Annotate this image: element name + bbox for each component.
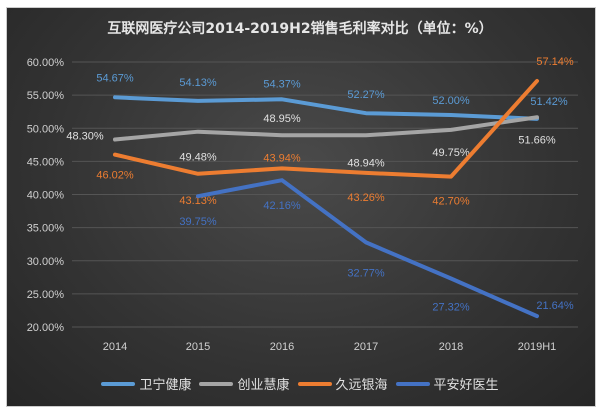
legend-swatch [101,381,136,386]
legend-swatch [297,381,332,386]
y-tick-label: 25.00% [27,289,65,301]
x-tick-label: 2019H1 [518,341,557,353]
y-tick-label: 40.00% [27,190,65,202]
legend-item: 创业慧康 [199,374,290,393]
data-label: 49.48% [179,152,217,164]
data-label: 42.70% [432,196,470,208]
y-tick-label: 45.00% [27,156,65,168]
data-label: 49.75% [432,147,470,159]
series-line-4 [196,178,539,319]
chart-title: 互联网医疗公司2014-2019H2销售毛利率对比（单位：%） [107,21,493,37]
x-tick-label: 2018 [439,341,463,353]
y-tick-label: 50.00% [27,123,65,135]
data-label: 52.27% [347,89,385,101]
data-label: 43.94% [263,152,301,164]
y-tick-label: 35.00% [27,223,65,235]
legend-label: 平安好医生 [433,378,499,393]
data-label: 39.75% [179,216,217,228]
series-line-2 [113,115,539,142]
data-label: 57.14% [536,56,574,68]
x-tick-label: 2015 [186,341,210,353]
y-tick-label: 20.00% [27,322,65,334]
legend-item: 平安好医生 [395,374,499,393]
data-label: 43.26% [347,192,385,204]
legend-item: 卫宁健康 [101,374,191,393]
x-tick-label: 2017 [354,341,378,353]
y-tick-label: 30.00% [27,256,65,268]
data-label: 21.64% [536,300,574,312]
x-tick-label: 2014 [103,341,127,353]
data-label: 32.77% [347,267,385,279]
data-label: 51.66% [518,134,556,146]
data-label: 42.16% [263,200,301,212]
legend-item: 久远银海 [297,374,388,393]
data-label: 43.13% [179,195,217,207]
data-label: 48.30% [66,131,104,143]
data-label: 48.95% [263,113,301,125]
legend-swatch [395,381,430,386]
legend-label: 卫宁健康 [139,378,192,393]
legend-label: 创业慧康 [237,378,290,393]
y-tick-label: 60.00% [27,57,65,69]
data-label: 54.37% [263,78,301,90]
data-label: 54.13% [179,77,217,89]
x-tick-label: 2016 [270,341,294,353]
legend-label: 久远银海 [335,378,388,393]
series-line-1 [113,95,539,121]
data-label: 27.32% [432,302,470,314]
data-label: 51.42% [530,96,568,108]
chart-area [6,7,596,407]
legend-swatch [199,381,234,386]
data-label: 54.67% [96,72,134,84]
data-label: 46.02% [96,170,134,182]
data-label: 48.94% [347,157,385,169]
legend: 卫宁健康 创业慧康 久远银海 平安好医生 [0,374,600,393]
series-line-3 [113,78,539,179]
data-label: 52.00% [432,95,470,107]
y-tick-label: 55.00% [27,90,65,102]
